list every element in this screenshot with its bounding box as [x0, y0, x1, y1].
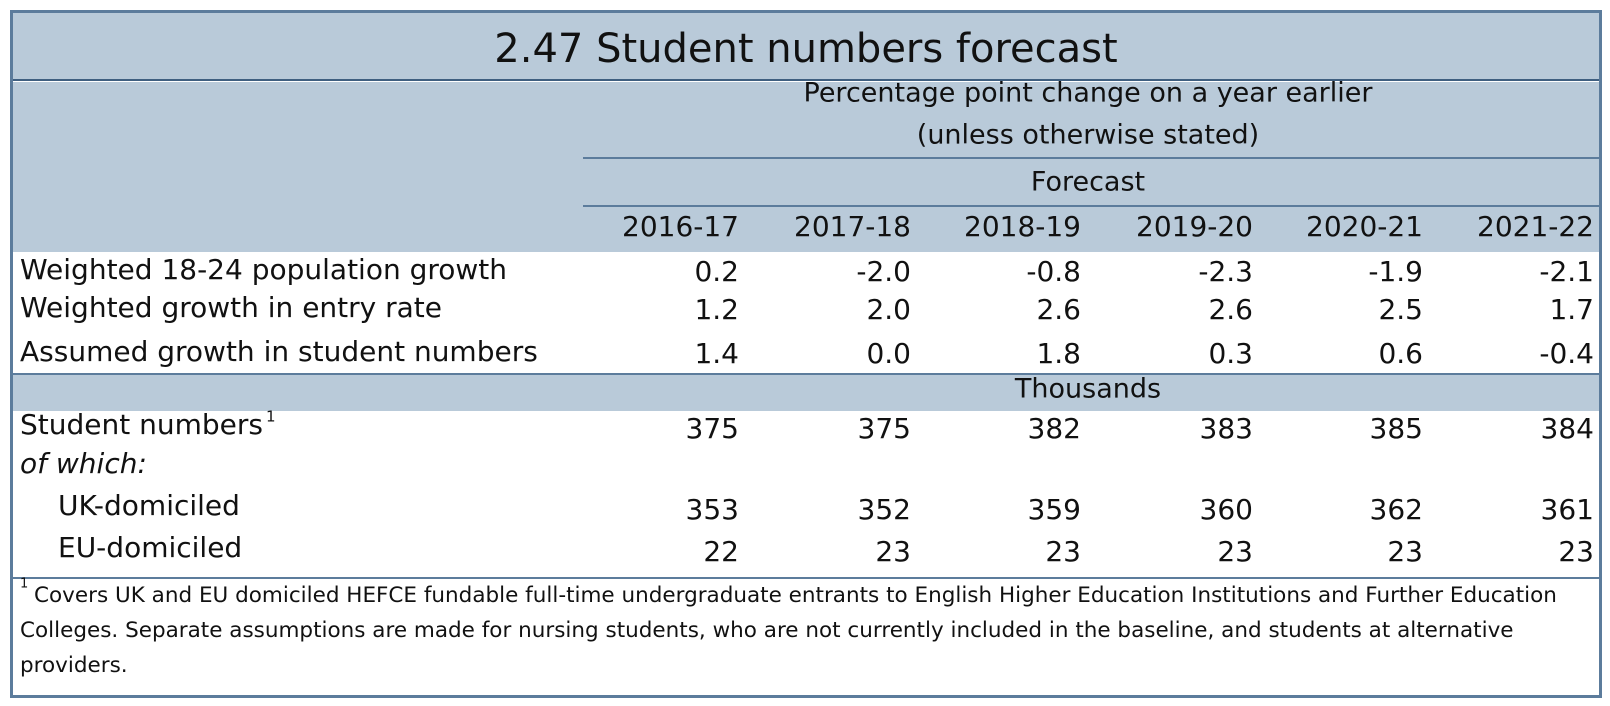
cell: 2.0 — [866, 293, 911, 326]
cell: -0.4 — [1539, 337, 1594, 370]
cell: -1.9 — [1368, 255, 1423, 288]
rule — [583, 157, 1599, 159]
cell: -2.1 — [1539, 255, 1594, 288]
cell: 384 — [1540, 412, 1594, 445]
header-band — [13, 82, 1599, 252]
column-header: 2021-22 — [1477, 210, 1594, 243]
column-header: 2019-20 — [1136, 210, 1253, 243]
cell: 23 — [875, 535, 911, 568]
cell: -0.8 — [1026, 255, 1081, 288]
cell: 0.3 — [1208, 337, 1253, 370]
cell: 0.2 — [694, 255, 739, 288]
cell: 2.5 — [1378, 293, 1423, 326]
unit-note: Percentage point change on a year earlie… — [803, 77, 1373, 109]
cell: 23 — [1217, 535, 1253, 568]
cell: 0.0 — [866, 337, 911, 370]
row-label: Student numbers — [20, 408, 263, 441]
footnote-marker: 1 — [266, 407, 276, 426]
rule — [13, 373, 1599, 375]
cell: 23 — [1387, 535, 1423, 568]
cell: -2.3 — [1198, 255, 1253, 288]
column-header: 2017-18 — [794, 210, 911, 243]
cell: 1.2 — [694, 293, 739, 326]
unit-band — [13, 375, 1599, 411]
cell: -2.0 — [856, 255, 911, 288]
rule — [583, 205, 1599, 207]
cell: 22 — [703, 535, 739, 568]
cell: 1.7 — [1549, 293, 1594, 326]
cell: 353 — [685, 493, 739, 526]
title: 2.47 Student numbers forecast — [494, 26, 1118, 72]
row-label: Weighted growth in entry rate — [20, 291, 443, 324]
cell: 375 — [857, 412, 911, 445]
title-band — [13, 13, 1599, 81]
rule — [13, 79, 1599, 81]
column-group: Forecast — [1030, 166, 1146, 198]
cell: 23 — [1045, 535, 1081, 568]
table-frame: 2.47 Student numbers forecast — [10, 10, 1602, 698]
cell: 23 — [1558, 535, 1594, 568]
row-label: EU-domiciled — [58, 531, 243, 564]
cell: 360 — [1199, 493, 1253, 526]
section-unit: Thousands — [1014, 373, 1162, 405]
column-header: 2020-21 — [1306, 210, 1423, 243]
cell: 383 — [1199, 412, 1253, 445]
row-label: UK-domiciled — [58, 489, 240, 522]
cell: 382 — [1027, 412, 1081, 445]
row-label: Assumed growth in student numbers — [20, 335, 538, 368]
cell: 385 — [1369, 412, 1423, 445]
cell: 352 — [857, 493, 911, 526]
cell: 362 — [1369, 493, 1423, 526]
cell: 359 — [1027, 493, 1081, 526]
cell: 2.6 — [1036, 293, 1081, 326]
column-header: 2016-17 — [622, 210, 739, 243]
cell: 375 — [685, 412, 739, 445]
footnote-marker: 1 — [20, 576, 29, 592]
row-label: of which: — [20, 447, 147, 480]
rule — [13, 577, 1599, 579]
cell: 2.6 — [1208, 293, 1253, 326]
cell: 0.6 — [1378, 337, 1423, 370]
cell: 1.4 — [694, 337, 739, 370]
cell: 361 — [1540, 493, 1594, 526]
footnote: Covers UK and EU domiciled HEFCE fundabl… — [20, 583, 1557, 678]
column-header: 2018-19 — [964, 210, 1081, 243]
cell: 1.8 — [1036, 337, 1081, 370]
row-label: Weighted 18-24 population growth — [20, 253, 508, 286]
unit-note: (unless otherwise stated) — [916, 119, 1260, 151]
